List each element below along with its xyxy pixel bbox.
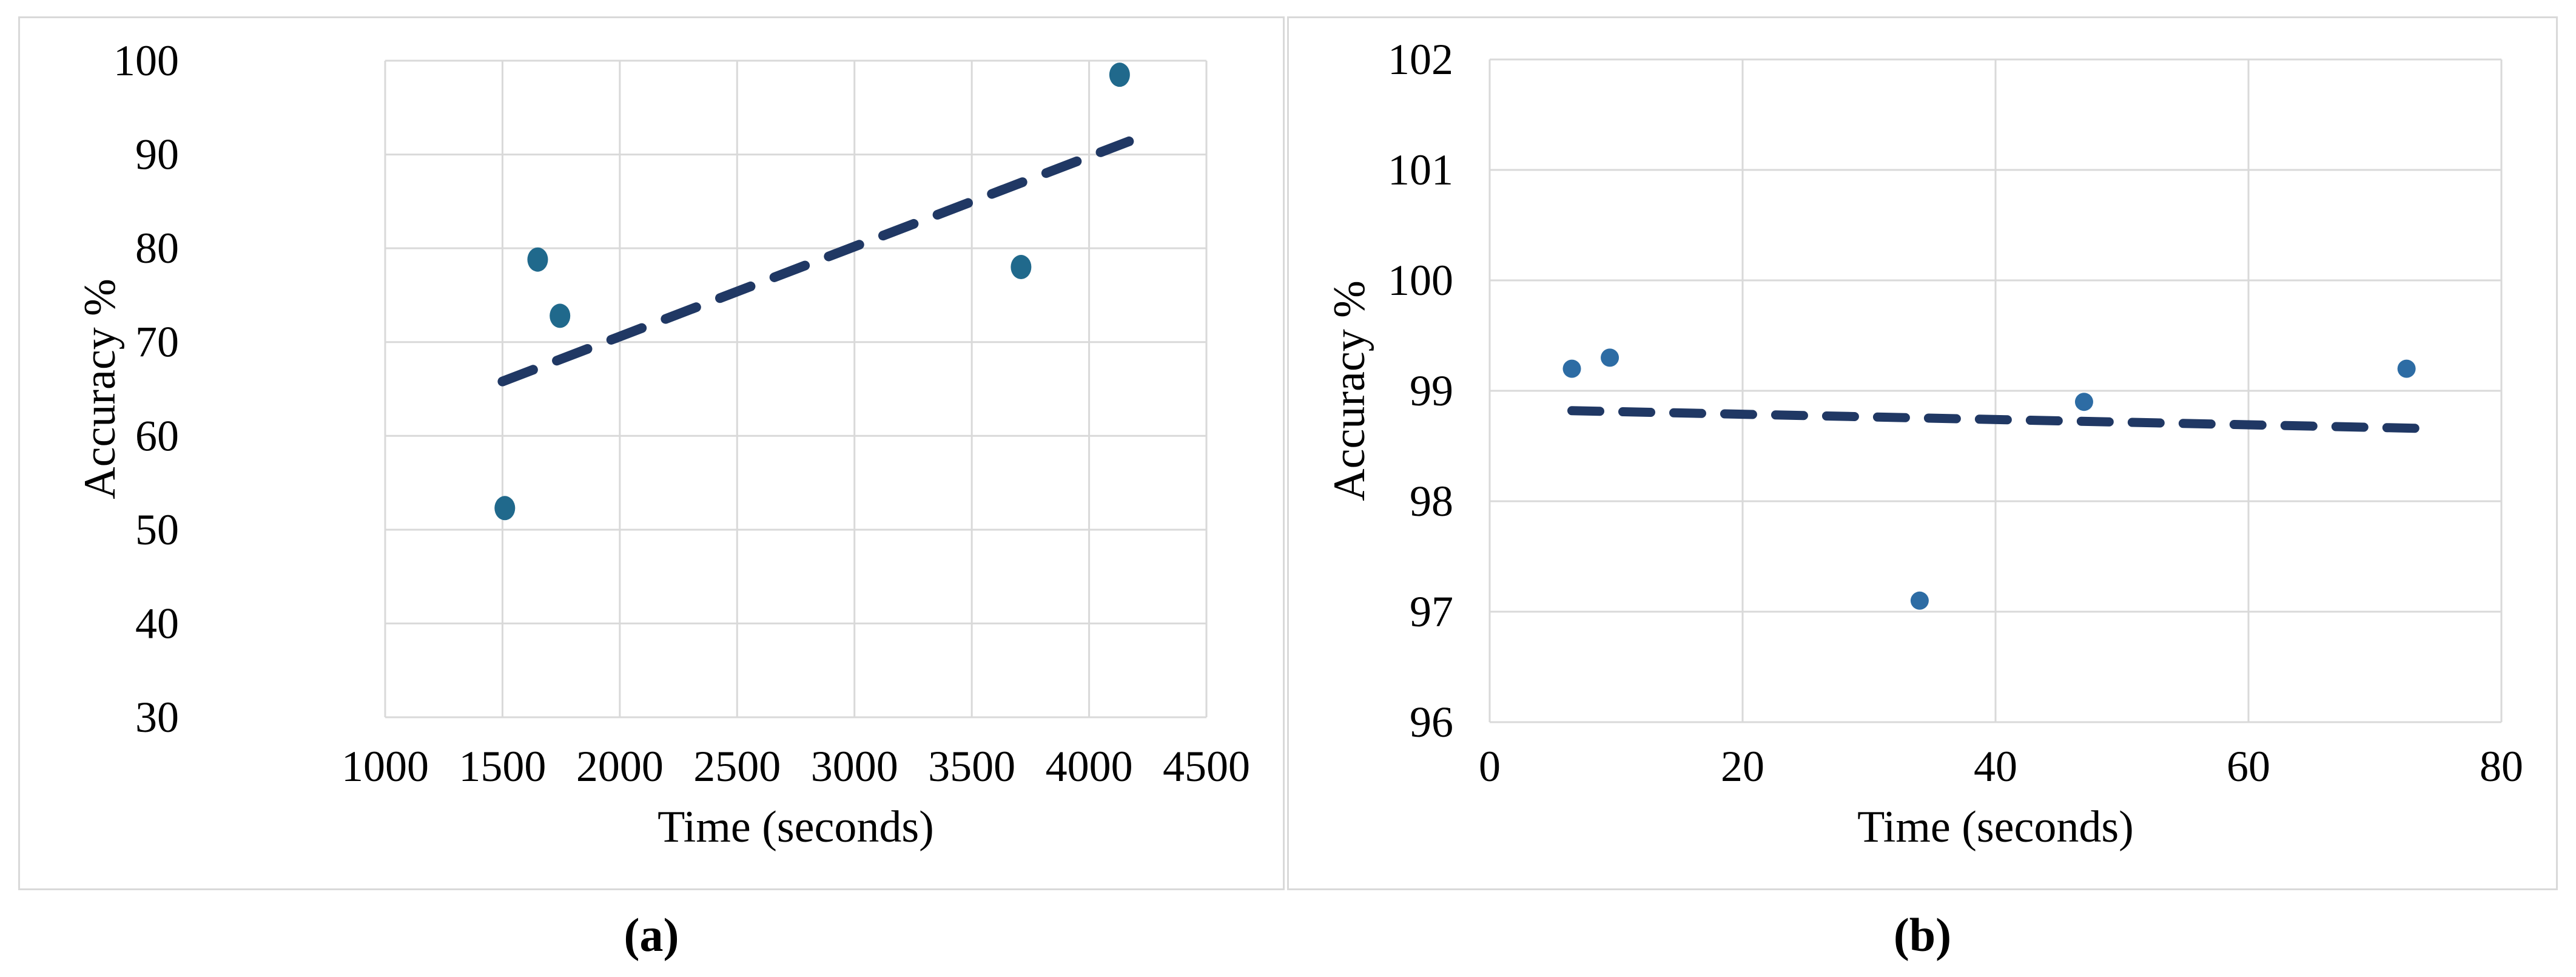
y-tick-label: 40 <box>135 599 179 647</box>
x-tick-label: 0 <box>1479 742 1501 791</box>
x-axis-title: Time (seconds) <box>1857 802 2134 852</box>
scatter-point <box>494 496 516 521</box>
x-tick-label: 4000 <box>1046 742 1133 791</box>
trendline-dashed <box>1567 406 2424 433</box>
x-tick-label: 60 <box>2227 742 2270 791</box>
chart-panel-a: 30 40 50 60 70 80 90 100 1000 1500 2000 2500 3000 350… <box>18 16 1285 890</box>
y-tick-label: 90 <box>135 130 179 179</box>
y-tick-label: 60 <box>135 411 179 460</box>
scatter-point <box>1562 359 1581 378</box>
x-tick-label: 20 <box>1721 742 1764 791</box>
y-tick-label: 80 <box>135 224 179 272</box>
y-tick-label: 50 <box>135 505 179 554</box>
y-axis-title: Accuracy % <box>1325 280 1374 501</box>
scatter-point <box>1109 63 1130 87</box>
x-tick-label: 2000 <box>576 742 664 791</box>
x-tick-label: 2500 <box>693 742 781 791</box>
y-tick-label: 100 <box>1388 256 1453 305</box>
y-tick-label: 30 <box>135 693 179 742</box>
x-tick-label: 40 <box>1974 742 2017 791</box>
x-axis-title: Time (seconds) <box>657 802 934 852</box>
trendline-dashed <box>497 136 1134 387</box>
scatter-point <box>1910 591 1929 610</box>
y-tick-label: 100 <box>113 36 179 85</box>
chart-b-svg: 96 97 98 99 100 101 102 0 20 40 60 80 Accuracy % Time… <box>1325 35 2523 852</box>
y-tick-label: 101 <box>1388 146 1453 194</box>
scatter-point <box>550 303 571 328</box>
scatter-point <box>527 247 548 272</box>
y-tick-label: 70 <box>135 318 179 367</box>
x-tick-label: 1000 <box>341 742 429 791</box>
y-tick-label: 102 <box>1388 35 1453 84</box>
scatter-point <box>2074 393 2093 411</box>
x-tick-label: 3500 <box>928 742 1015 791</box>
y-tick-label: 97 <box>1410 587 1453 636</box>
chart-panel-b: 96 97 98 99 100 101 102 0 20 40 60 80 Accuracy % Time… <box>1287 16 2558 890</box>
caption-a: (a) <box>624 908 679 961</box>
y-tick-label: 98 <box>1410 477 1453 526</box>
x-tick-label: 1500 <box>459 742 546 791</box>
caption-b: (b) <box>1893 908 1952 961</box>
scatter-point <box>1011 255 1032 280</box>
y-axis-title: Accuracy % <box>75 279 125 499</box>
x-tick-label: 4500 <box>1163 742 1250 791</box>
y-tick-label: 99 <box>1410 367 1453 415</box>
x-tick-label: 3000 <box>811 742 898 791</box>
y-tick-label: 96 <box>1410 698 1453 746</box>
scatter-point <box>1601 348 1619 367</box>
x-tick-label: 80 <box>2480 742 2523 791</box>
chart-a-svg: 30 40 50 60 70 80 90 100 1000 1500 2000 2500 3000 350… <box>75 36 1250 852</box>
scatter-point <box>2397 359 2416 378</box>
